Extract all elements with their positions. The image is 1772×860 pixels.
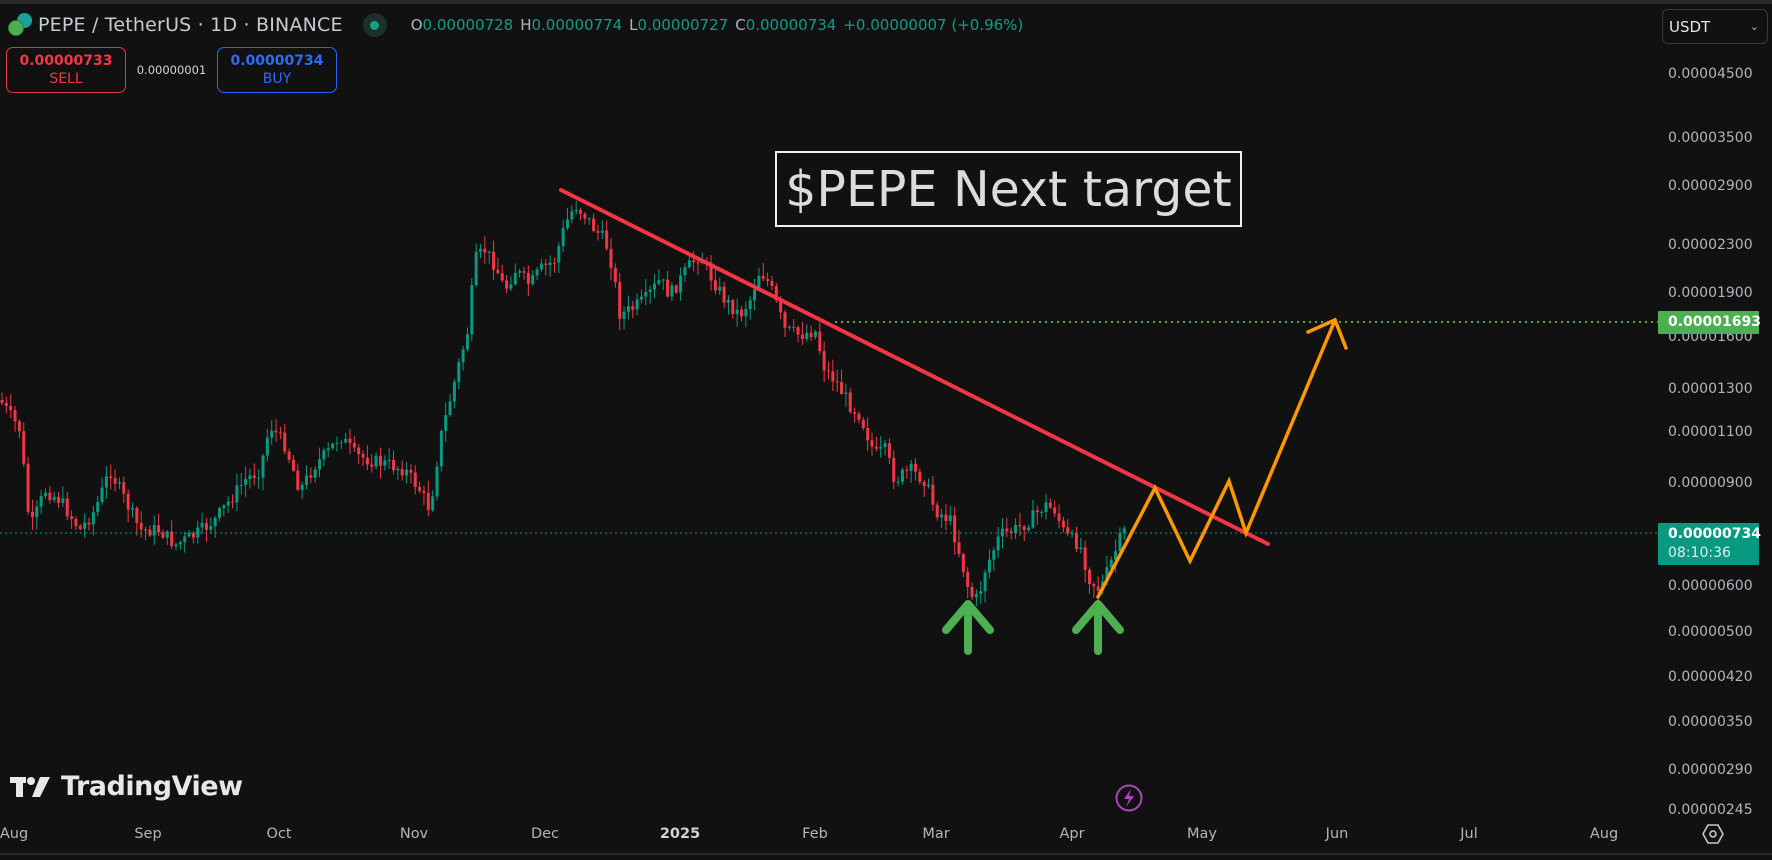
price-axis-label: 0.00001100	[1668, 424, 1753, 440]
last-price-badge: 0.00000734 08:10:36	[1658, 523, 1761, 565]
currency-select[interactable]: USDT ⌄	[1662, 9, 1768, 44]
target-price-badge: 0.00001693	[1658, 311, 1761, 334]
tradingview-logo-icon	[10, 776, 50, 797]
price-axis-label: 0.00000350	[1668, 714, 1753, 730]
up-arrow-icon	[942, 600, 994, 655]
sell-label: SELL	[49, 71, 83, 87]
ohlc-low: L0.00000727	[629, 16, 729, 34]
last-price-value: 0.00000734	[1668, 526, 1761, 542]
projection-arrowhead-icon	[1306, 317, 1348, 350]
ohlc-close: C0.00000734	[735, 16, 837, 34]
price-axis-label: 0.00003500	[1668, 130, 1753, 146]
time-axis-label: Apr	[1059, 826, 1085, 842]
sell-price: 0.00000733	[19, 53, 113, 69]
currency-value: USDT	[1669, 17, 1711, 36]
time-axis-label: Jul	[1460, 826, 1478, 842]
candlesticks	[0, 200, 1126, 606]
market-status-icon[interactable]	[362, 13, 387, 37]
bar-countdown: 08:10:36	[1668, 545, 1731, 561]
chevron-down-icon: ⌄	[1749, 20, 1759, 33]
symbol-title[interactable]: PEPE / TetherUS · 1D · BINANCE	[38, 14, 343, 36]
time-axis-label: 2025	[659, 826, 701, 842]
ohlc-values: O0.00000728 H0.00000774 L0.00000727 C0.0…	[411, 16, 1024, 34]
trade-panel: 0.00000733 SELL 0.00000001 0.00000734 BU…	[6, 47, 337, 93]
brand-name: TradingView	[61, 771, 243, 802]
settings-gear-icon[interactable]	[1701, 822, 1725, 846]
price-change: +0.00000007 (+0.96%)	[843, 16, 1024, 34]
time-axis-label: Oct	[266, 826, 292, 842]
time-axis-label: Dec	[530, 826, 560, 842]
tradingview-logo[interactable]: TradingView	[10, 771, 243, 802]
price-axis-label: 0.00000290	[1668, 762, 1753, 778]
time-axis-label: Nov	[399, 826, 429, 842]
sell-button[interactable]: 0.00000733 SELL	[6, 47, 126, 93]
time-axis-label: Sep	[134, 826, 162, 842]
buy-label: BUY	[262, 71, 292, 87]
buy-button[interactable]: 0.00000734 BUY	[217, 47, 337, 93]
price-axis-label: 0.00001900	[1668, 285, 1753, 301]
symbol-header: PEPE / TetherUS · 1D · BINANCE O0.000007…	[8, 10, 1023, 40]
price-axis-label: 0.00002900	[1668, 178, 1753, 194]
price-axis-label: 0.00000500	[1668, 624, 1753, 640]
window-top-strip	[0, 0, 1772, 4]
lightning-icon[interactable]	[1114, 783, 1144, 813]
time-axis-label: Jun	[1325, 826, 1349, 842]
time-axis-label: Aug	[0, 826, 29, 842]
time-axis-label: May	[1187, 826, 1217, 842]
annotation-title: $PEPE Next target	[785, 160, 1232, 218]
up-arrow-icon	[1072, 600, 1124, 655]
price-axis-label: 0.00000420	[1668, 669, 1753, 685]
price-axis-label: 0.00000600	[1668, 578, 1753, 594]
pepe-usdt-logo-icon	[8, 13, 34, 37]
buy-price: 0.00000734	[230, 53, 324, 69]
bottom-border	[0, 853, 1772, 855]
annotation-text-box[interactable]: $PEPE Next target	[775, 151, 1242, 227]
price-axis-label: 0.00000245	[1668, 802, 1753, 818]
projection-path[interactable]	[1096, 318, 1337, 599]
time-axis-label: Mar	[922, 826, 950, 842]
price-axis-label: 0.00001300	[1668, 381, 1753, 397]
time-axis-label: Feb	[802, 826, 828, 842]
time-axis-label: Aug	[1589, 826, 1619, 842]
price-axis-label: 0.00004500	[1668, 66, 1753, 82]
spread-value: 0.00000001	[136, 63, 207, 77]
price-axis-label: 0.00002300	[1668, 237, 1753, 253]
ohlc-open: O0.00000728	[410, 16, 514, 34]
price-axis-label: 0.00000900	[1668, 475, 1753, 491]
ohlc-high: H0.00000774	[520, 16, 623, 34]
downtrend-line[interactable]	[559, 188, 1270, 546]
